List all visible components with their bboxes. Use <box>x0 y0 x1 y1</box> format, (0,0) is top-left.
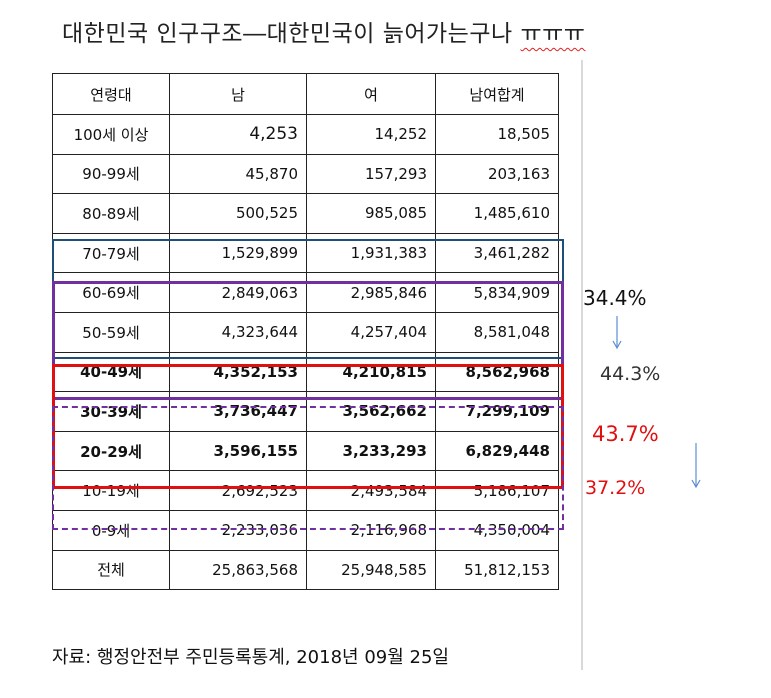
male-cell: 45,870 <box>169 153 307 195</box>
annotation-43-7: 43.7% <box>592 422 659 446</box>
header-male: 남 <box>169 73 307 115</box>
female-cell: 985,085 <box>306 193 436 234</box>
table-row: 40-49세 4,352,153 4,210,815 8,562,968 <box>52 351 559 393</box>
table-row: 0-9세 2,233,036 2,116,968 4,350,004 <box>52 509 559 551</box>
total-cell: 18,505 <box>435 114 559 155</box>
table-row: 10-19세 2,692,523 2,493,584 5,186,107 <box>52 470 559 511</box>
male-cell: 4,352,153 <box>169 351 307 393</box>
total-cell: 1,485,610 <box>435 193 559 234</box>
total-cell: 5,186,107 <box>435 470 559 511</box>
male-cell: 4,253 <box>169 114 307 155</box>
age-cell: 0-9세 <box>52 509 170 551</box>
title-text: 대한민국 인구구조―대한민국이 늙어가는구나 <box>62 21 513 47</box>
annotation-44-3: 44.3% <box>600 363 661 385</box>
total-cell: 8,562,968 <box>435 351 559 393</box>
female-cell: 4,257,404 <box>306 311 436 353</box>
male-cell: 1,529,899 <box>169 232 307 274</box>
male-cell: 25,863,568 <box>169 549 307 591</box>
age-cell: 100세 이상 <box>52 114 170 155</box>
female-cell: 25,948,585 <box>306 549 436 591</box>
male-cell: 500,525 <box>169 193 307 234</box>
table-row-total: 전체 25,863,568 25,948,585 51,812,153 <box>52 549 559 591</box>
total-cell: 4,350,004 <box>435 509 559 551</box>
total-cell: 7,299,109 <box>435 391 559 432</box>
female-cell: 4,210,815 <box>306 351 436 393</box>
total-cell: 6,829,448 <box>435 430 559 472</box>
table-row: 20-29세 3,596,155 3,233,293 6,829,448 <box>52 430 559 472</box>
male-cell: 3,596,155 <box>169 430 307 472</box>
age-cell: 20-29세 <box>52 430 170 472</box>
total-cell: 8,581,048 <box>435 311 559 353</box>
age-cell: 80-89세 <box>52 193 170 234</box>
down-arrow-icon <box>612 316 622 350</box>
page-divider <box>581 60 583 670</box>
annotation-34-4: 34.4% <box>583 286 647 310</box>
header-total: 남여합계 <box>435 73 559 115</box>
female-cell: 3,233,293 <box>306 430 436 472</box>
total-cell: 3,461,282 <box>435 232 559 274</box>
female-cell: 157,293 <box>306 153 436 195</box>
female-cell: 14,252 <box>306 114 436 155</box>
age-cell: 70-79세 <box>52 232 170 274</box>
age-cell: 30-39세 <box>52 391 170 432</box>
annotation-37-2: 37.2% <box>585 477 646 499</box>
source-note: 자료: 행정안전부 주민등록통계, 2018년 09월 25일 <box>52 647 449 668</box>
header-female: 여 <box>306 73 436 115</box>
table-row: 60-69세 2,849,063 2,985,846 5,834,909 <box>52 272 559 313</box>
female-cell: 1,931,383 <box>306 232 436 274</box>
age-cell: 90-99세 <box>52 153 170 195</box>
age-cell: 50-59세 <box>52 311 170 353</box>
table-header-row: 연령대 남 여 남여합계 <box>52 73 559 115</box>
header-age-group: 연령대 <box>52 73 170 115</box>
male-cell: 4,323,644 <box>169 311 307 353</box>
title-emoticon: ㅠㅠㅠ <box>520 21 586 47</box>
age-cell: 10-19세 <box>52 470 170 511</box>
table-row: 90-99세 45,870 157,293 203,163 <box>52 153 559 195</box>
male-cell: 2,233,036 <box>169 509 307 551</box>
female-cell: 2,493,584 <box>306 470 436 511</box>
male-cell: 3,736,447 <box>169 391 307 432</box>
down-arrow-icon <box>691 443 701 489</box>
table-row: 80-89세 500,525 985,085 1,485,610 <box>52 193 559 234</box>
population-table: 연령대 남 여 남여합계 100세 이상 4,253 14,252 18,505… <box>52 73 559 591</box>
age-cell: 전체 <box>52 549 170 591</box>
total-cell: 5,834,909 <box>435 272 559 313</box>
total-cell: 51,812,153 <box>435 549 559 591</box>
table-row: 50-59세 4,323,644 4,257,404 8,581,048 <box>52 311 559 353</box>
male-cell: 2,692,523 <box>169 470 307 511</box>
age-cell: 60-69세 <box>52 272 170 313</box>
male-cell: 2,849,063 <box>169 272 307 313</box>
table-row: 70-79세 1,529,899 1,931,383 3,461,282 <box>52 232 559 274</box>
female-cell: 2,985,846 <box>306 272 436 313</box>
table-row: 100세 이상 4,253 14,252 18,505 <box>52 114 559 155</box>
page-title: 대한민국 인구구조―대한민국이 늙어가는구나 ㅠㅠㅠ <box>62 14 585 48</box>
total-cell: 203,163 <box>435 153 559 195</box>
female-cell: 2,116,968 <box>306 509 436 551</box>
female-cell: 3,562,662 <box>306 391 436 432</box>
age-cell: 40-49세 <box>52 351 170 393</box>
table-row: 30-39세 3,736,447 3,562,662 7,299,109 <box>52 391 559 432</box>
